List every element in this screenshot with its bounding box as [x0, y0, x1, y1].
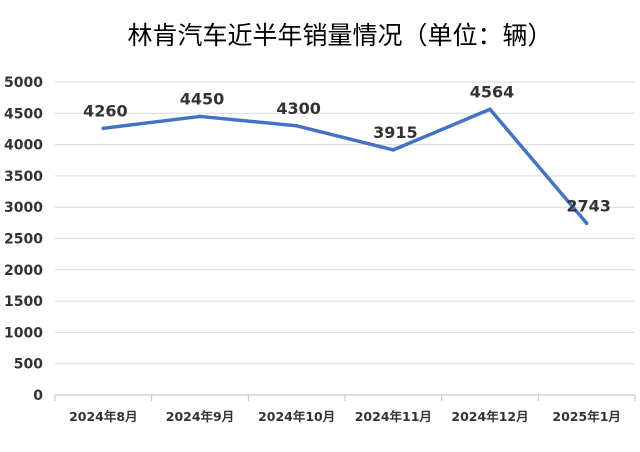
series-line [101, 107, 589, 226]
data-label: 4300 [276, 99, 321, 118]
y-tick-label: 1000 [4, 325, 43, 341]
y-tick-label: 0 [33, 388, 43, 404]
data-point [198, 114, 202, 119]
y-tick-label: 3500 [4, 169, 43, 185]
data-point [294, 124, 299, 128]
y-tick-label: 5000 [4, 75, 43, 91]
data-label: 3915 [373, 123, 418, 142]
x-tick-label: 2024年9月 [166, 409, 235, 424]
x-tick-label: 2024年12月 [451, 409, 528, 424]
data-label: 4260 [83, 101, 128, 120]
gridlines [55, 81, 635, 365]
y-tick-label: 1500 [4, 294, 43, 310]
y-tick-label: 500 [14, 357, 43, 373]
series-lines [101, 107, 589, 226]
y-tick-label: 2000 [4, 263, 43, 279]
y-tick-label: 3000 [4, 200, 43, 216]
data-labels: 4260 4450 4300 3915 4564 2743 [83, 82, 611, 215]
data-point [584, 221, 589, 226]
x-axis [54, 394, 636, 401]
x-tick-label: 2024年11月 [355, 409, 432, 424]
x-axis-ticks: 2024年8月 2024年9月 2024年10月 2024年11月 2024年12月 20… [69, 409, 621, 424]
data-point [488, 107, 492, 112]
x-tick-label: 2025年1月 [552, 409, 621, 424]
data-label: 2743 [566, 196, 611, 215]
y-tick-label: 2500 [4, 232, 43, 248]
data-point [101, 126, 106, 131]
y-axis-ticks: 0 500 1000 1500 2000 2500 3000 3500 4000 4500 5000 [4, 75, 43, 404]
y-tick-label: 4000 [4, 138, 43, 154]
data-label: 4564 [470, 82, 515, 101]
y-tick-label: 4500 [4, 106, 43, 122]
data-point [391, 148, 396, 152]
data-label: 4450 [180, 89, 225, 108]
x-tick-label: 2024年8月 [69, 409, 138, 424]
x-tick-label: 2024年10月 [258, 409, 335, 424]
chart-title: 林肯汽车近半年销量情况（单位：辆） [127, 21, 552, 50]
